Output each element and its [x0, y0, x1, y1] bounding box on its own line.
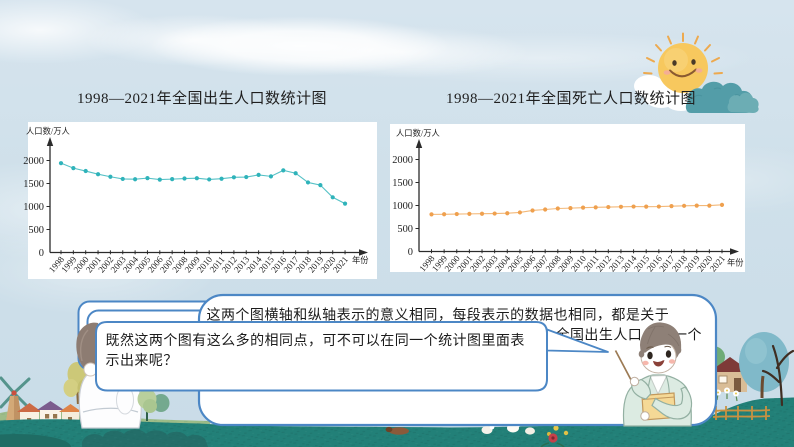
bushes: [0, 429, 208, 447]
right-scenery: [686, 332, 794, 420]
back-bubble-line2a: 全国出生人口: [556, 327, 643, 344]
back-bubble-line2b: 一个: [673, 328, 702, 344]
teacher-left-hand: [640, 411, 650, 421]
red-flower: [540, 433, 565, 447]
front-bubble-tail: [546, 328, 609, 353]
student-hand: [83, 362, 98, 377]
sun-body: [658, 43, 708, 93]
sun-highlight: [664, 48, 688, 72]
small-green-trees: [137, 389, 170, 421]
front-bubble-line2: 示出来呢？: [106, 353, 178, 369]
death-chart-panel: [390, 124, 745, 272]
back-speech-bubble: [197, 293, 718, 427]
light-hill: [0, 409, 210, 436]
teacher-raised-arm: [631, 378, 652, 400]
bubble-echo-layer-1: [77, 300, 532, 371]
windmill: [0, 376, 31, 427]
teacher-character: [614, 322, 693, 427]
front-bubble-line1: 既然这两个图有这么多的相同点，可不可以在同一个统计图里面表: [106, 332, 525, 349]
fence: [712, 406, 771, 420]
white-flowers: [715, 387, 739, 402]
grass: [0, 397, 794, 447]
sun-rays: [643, 32, 723, 89]
student-body: [78, 367, 142, 429]
landscape: [0, 332, 794, 447]
yellow-tree: [63, 362, 93, 405]
pointer-stick: [614, 350, 636, 387]
student-arm: [116, 385, 134, 415]
back-bubble-line1: 这两个图横轴和纵轴表示的意义相同，每段表示的数据也相同，都是关于: [207, 307, 670, 324]
teacher-right-arm: [651, 386, 693, 420]
light-hill-texture: [0, 409, 210, 436]
houses: [17, 401, 82, 426]
death-chart-title: 1998—2021年全国死亡人口数统计图: [445, 91, 696, 107]
birth-chart-title: 1998—2021年全国出生人口数统计图: [76, 91, 327, 107]
book: [641, 392, 677, 421]
teacher-head: [638, 322, 682, 374]
bottom-critters: [385, 421, 569, 447]
birth-chart-panel: [28, 122, 377, 279]
student-hair: [76, 322, 99, 377]
front-speech-bubble: [95, 321, 548, 392]
student-character: [76, 322, 142, 429]
sun-face: [663, 59, 703, 78]
teacher-right-hand: [629, 376, 640, 387]
grass-texture: [0, 397, 794, 447]
teacher-body: [622, 374, 692, 427]
bubble-echo-layer-2: [86, 309, 541, 381]
